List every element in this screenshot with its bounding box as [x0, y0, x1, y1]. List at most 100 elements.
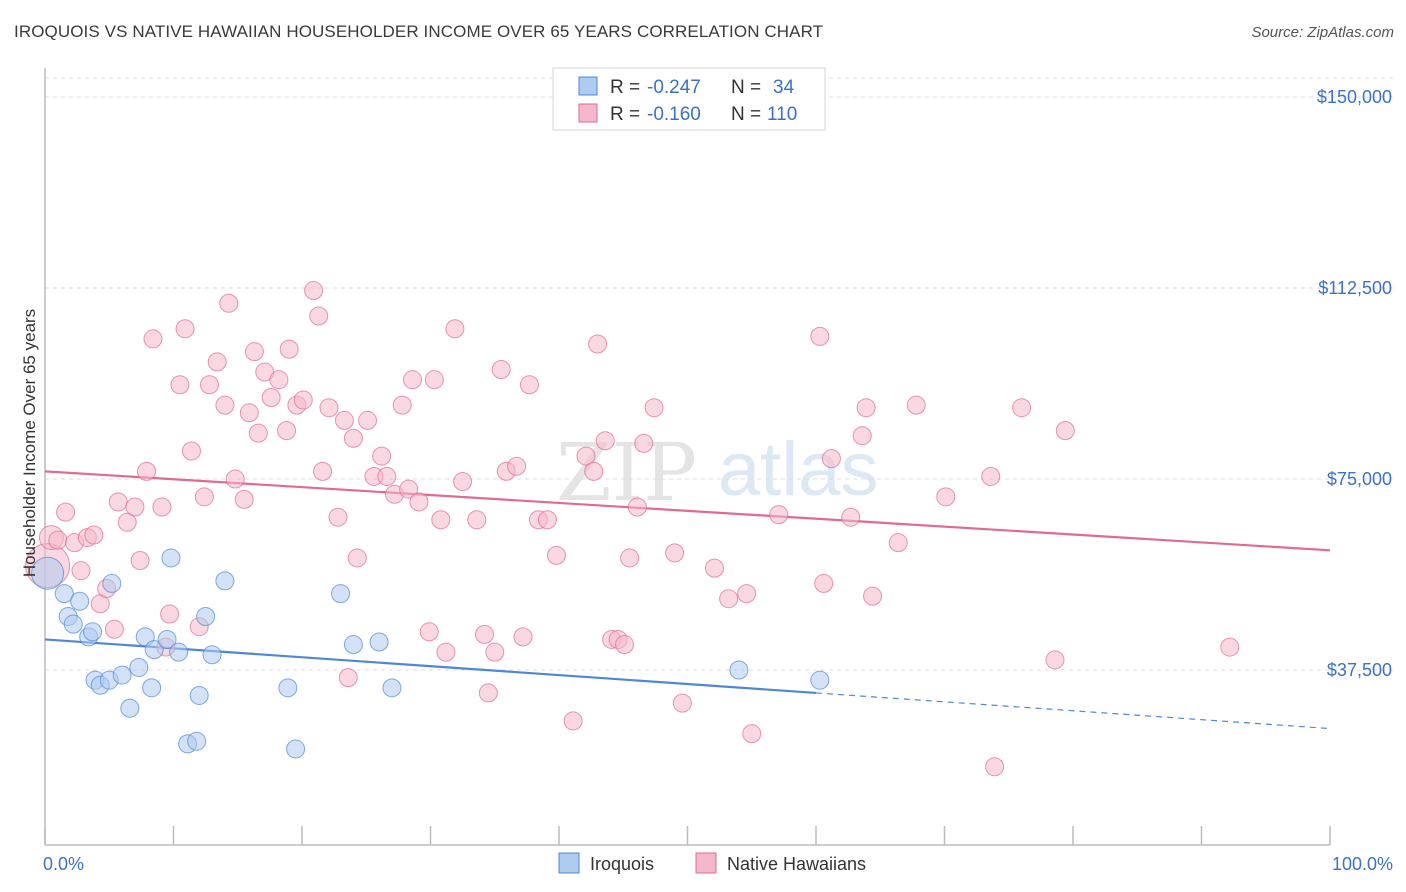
grid-lines: [45, 77, 1395, 671]
data-point-native-hawaiians: [215, 395, 235, 415]
data-point-iroquois: [157, 629, 177, 649]
data-point-native-hawaiians: [665, 543, 685, 563]
data-point-native-hawaiians: [814, 573, 834, 593]
x-tick-label: 100.0%: [1332, 854, 1393, 874]
trend-line-native-hawaiians: [44, 470, 1331, 552]
data-point-native-hawaiians: [615, 635, 635, 655]
data-point-native-hawaiians: [576, 446, 596, 466]
source-credit: Source: ZipAtlas.com: [1251, 24, 1394, 41]
data-point-native-hawaiians: [219, 293, 239, 313]
data-point-native-hawaiians: [277, 421, 297, 441]
data-point-iroquois: [202, 645, 222, 665]
data-point-native-hawaiians: [1220, 637, 1240, 657]
data-point-native-hawaiians: [347, 548, 367, 568]
data-point-native-hawaiians: [377, 466, 397, 486]
data-point-native-hawaiians: [906, 395, 926, 415]
data-point-iroquois: [83, 622, 103, 642]
data-point-native-hawaiians: [737, 584, 757, 604]
data-point-iroquois: [120, 698, 140, 718]
data-point-native-hawaiians: [313, 461, 333, 481]
data-point-native-hawaiians: [130, 550, 150, 570]
data-point-native-hawaiians: [888, 533, 908, 553]
data-point-native-hawaiians: [248, 423, 268, 443]
data-point-native-hawaiians: [56, 502, 76, 522]
axes: [44, 68, 1331, 846]
data-point-native-hawaiians: [985, 757, 1005, 777]
data-point-native-hawaiians: [84, 525, 104, 545]
data-point-native-hawaiians: [328, 507, 348, 527]
data-point-iroquois: [102, 573, 122, 593]
bottom-legend: Iroquois Native Hawaiians: [558, 852, 866, 874]
data-point-native-hawaiians: [769, 505, 789, 525]
data-point-native-hawaiians: [719, 589, 739, 609]
data-point-native-hawaiians: [485, 642, 505, 662]
bottom-legend-label-iroquois: Iroquois: [590, 854, 654, 874]
data-point-native-hawaiians: [821, 449, 841, 469]
data-point-native-hawaiians: [104, 619, 124, 639]
data-point-native-hawaiians: [239, 403, 259, 423]
y-tick-labels: $150,000 $112,500 $75,000 $37,500: [1317, 87, 1392, 680]
y-axis-label: Householder Income Over 65 years: [20, 309, 39, 577]
data-point-native-hawaiians: [137, 461, 157, 481]
data-point-native-hawaiians: [343, 428, 363, 448]
legend-box: R = -0.247 N = 34 R = -0.160 N = 110: [552, 67, 826, 131]
legend-swatch-native-hawaiians: [578, 103, 598, 123]
data-point-native-hawaiians: [856, 398, 876, 418]
data-point-native-hawaiians: [588, 334, 608, 354]
bottom-legend-label-native-hawaiians: Native Hawaiians: [727, 854, 866, 874]
data-point-native-hawaiians: [627, 497, 647, 517]
data-point-native-hawaiians: [1055, 421, 1075, 441]
chart-title: IROQUOIS VS NATIVE HAWAIIAN HOUSEHOLDER …: [14, 22, 824, 41]
data-point-native-hawaiians: [194, 487, 214, 507]
x-tick-labels: 0.0% 100.0%: [43, 854, 1393, 874]
legend-r-label: R =: [610, 104, 640, 125]
data-point-native-hawaiians: [981, 466, 1001, 486]
legend-n-label: N =: [731, 77, 761, 98]
data-point-iroquois: [369, 632, 389, 652]
data-point-native-hawaiians: [478, 683, 498, 703]
data-point-native-hawaiians: [620, 548, 640, 568]
data-point-iroquois: [189, 685, 209, 705]
data-point-iroquois: [169, 642, 189, 662]
legend-r-label: R =: [610, 77, 640, 98]
data-point-native-hawaiians: [392, 395, 412, 415]
data-points: [25, 281, 1240, 777]
data-point-iroquois: [286, 739, 306, 759]
data-point-native-hawaiians: [175, 319, 195, 339]
y-tick-label: $112,500: [1318, 278, 1392, 298]
data-point-native-hawaiians: [358, 410, 378, 430]
data-point-native-hawaiians: [584, 461, 604, 481]
data-point-native-hawaiians: [71, 561, 91, 581]
data-point-iroquois: [729, 660, 749, 680]
data-point-native-hawaiians: [372, 446, 392, 466]
data-point-native-hawaiians: [170, 375, 190, 395]
legend-n-value: 34: [773, 77, 795, 98]
data-point-native-hawaiians: [304, 281, 324, 301]
data-point-native-hawaiians: [152, 497, 172, 517]
data-point-native-hawaiians: [672, 693, 692, 713]
data-point-native-hawaiians: [125, 497, 145, 517]
trend-lines: [44, 470, 1331, 730]
data-point-native-hawaiians: [491, 359, 511, 379]
data-point-iroquois: [54, 584, 74, 604]
data-point-native-hawaiians: [403, 370, 423, 390]
data-point-iroquois: [215, 571, 235, 591]
data-point-native-hawaiians: [436, 642, 456, 662]
y-tick-label: $37,500: [1327, 660, 1392, 680]
data-point-iroquois: [129, 657, 149, 677]
legend-r-value: -0.247: [647, 77, 701, 98]
data-point-iroquois: [343, 635, 363, 655]
data-point-native-hawaiians: [309, 306, 329, 326]
data-point-native-hawaiians: [419, 622, 439, 642]
data-point-native-hawaiians: [199, 375, 219, 395]
data-point-native-hawaiians: [293, 390, 313, 410]
data-point-native-hawaiians: [546, 545, 566, 565]
data-point-native-hawaiians: [841, 507, 861, 527]
data-point-iroquois: [278, 678, 298, 698]
data-point-iroquois: [196, 607, 216, 627]
data-point-native-hawaiians: [117, 512, 137, 532]
watermark-atlas: atlas: [718, 427, 879, 512]
data-point-native-hawaiians: [108, 492, 128, 512]
y-tick-label: $75,000: [1327, 469, 1392, 489]
